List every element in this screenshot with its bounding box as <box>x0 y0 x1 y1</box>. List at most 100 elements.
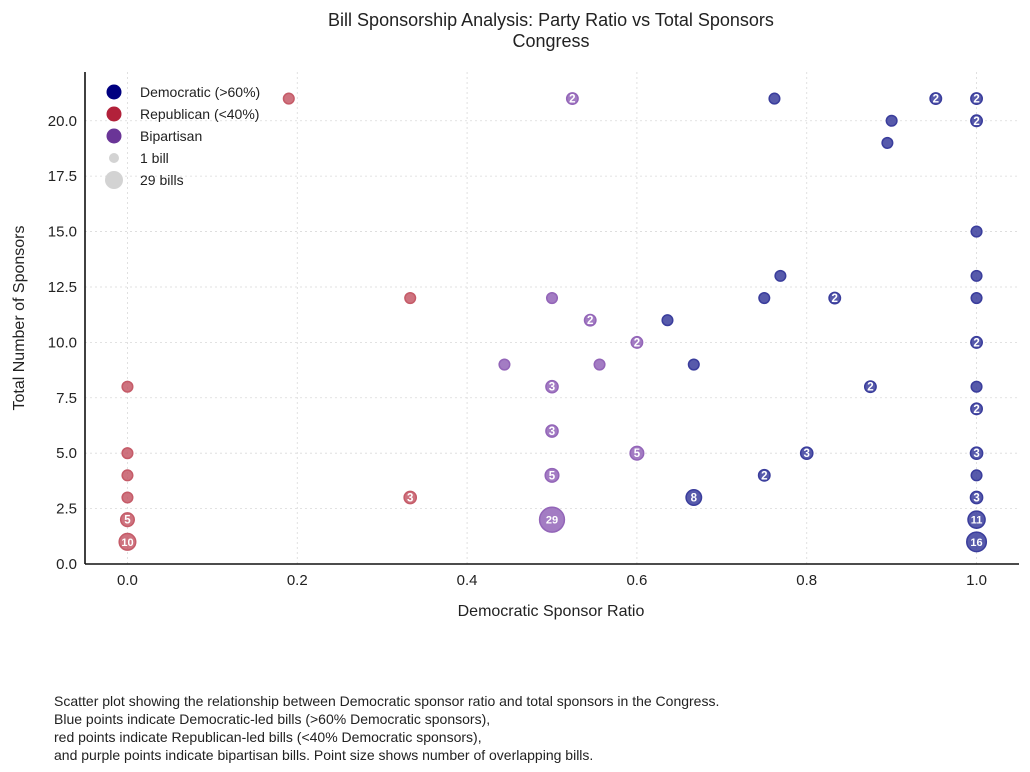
data-point-bip <box>583 313 597 327</box>
legend-marker <box>106 106 122 122</box>
data-point-count-label: 29 <box>546 515 558 527</box>
y-tick-label: 17.5 <box>48 168 77 185</box>
legend-marker <box>109 153 119 163</box>
data-point-rep <box>119 512 135 528</box>
data-point-dem <box>885 114 898 127</box>
data-point-dem <box>970 225 983 238</box>
data-point-count-label: 2 <box>867 382 873 394</box>
legend-marker <box>105 171 123 189</box>
data-points: 2 2 2 2 2 2 2 3 3 2 8 3 11 16 3 5 10 2 2 2 3 3 5 5 29 <box>118 92 988 553</box>
data-point-dem <box>970 402 983 416</box>
data-point-bip <box>545 379 559 394</box>
legend-label: Republican (<40%) <box>140 106 259 122</box>
x-tick-label: 0.6 <box>626 572 647 589</box>
x-tick-label: 0.8 <box>796 572 817 589</box>
data-point-dem <box>881 136 894 149</box>
caption-line: red points indicate Republican-led bills… <box>54 729 482 745</box>
data-point-bip <box>498 358 511 371</box>
data-point-count-label: 10 <box>121 537 133 549</box>
data-point-rep <box>118 532 137 551</box>
data-point-dem <box>757 468 771 482</box>
data-point-count-label: 3 <box>549 382 555 394</box>
data-point-dem <box>970 469 983 482</box>
data-point-count-label: 5 <box>634 448 641 460</box>
data-point-count-label: 3 <box>973 448 979 460</box>
data-point-dem <box>969 490 984 505</box>
data-point-dem <box>929 92 943 106</box>
x-axis-label: Democratic Sponsor Ratio <box>458 603 645 620</box>
y-tick-label: 7.5 <box>56 390 77 407</box>
data-point-count-label: 11 <box>971 515 983 527</box>
chart-title: Bill Sponsorship Analysis: Party Ratio v… <box>328 10 774 30</box>
data-point-dem <box>863 380 877 394</box>
data-point-count-label: 3 <box>407 493 413 505</box>
data-point-count-label: 2 <box>973 94 979 106</box>
x-tick-label: 0.2 <box>287 572 308 589</box>
data-point-rep <box>121 491 134 504</box>
data-point-rep <box>282 92 295 105</box>
data-point-count-label: 8 <box>691 493 698 505</box>
x-tick-label: 0.4 <box>457 572 478 589</box>
data-point-count-label: 2 <box>933 94 939 106</box>
legend-label: 29 bills <box>140 172 184 188</box>
data-point-dem <box>758 292 771 305</box>
data-point-count-label: 3 <box>973 493 979 505</box>
grid <box>85 72 1019 565</box>
caption-line: and purple points indicate bipartisan bi… <box>54 747 594 763</box>
data-point-dem <box>970 380 983 393</box>
data-point-bip <box>545 292 559 305</box>
y-tick-label: 15.0 <box>48 224 77 241</box>
y-tick-label: 10.0 <box>48 334 77 351</box>
data-point-dem <box>828 291 842 305</box>
y-tick-label: 12.5 <box>48 279 77 296</box>
data-point-count-label: 2 <box>832 293 838 305</box>
data-point-dem <box>970 92 983 106</box>
data-point-rep <box>121 380 134 393</box>
legend-label: Democratic (>60%) <box>140 84 260 100</box>
data-point-count-label: 2 <box>587 315 593 327</box>
data-point-rep <box>403 490 418 505</box>
data-point-bip <box>565 92 579 106</box>
chart-subtitle: Congress <box>512 31 589 51</box>
data-point-dem <box>685 489 703 506</box>
data-point-dem <box>687 358 700 371</box>
data-point-dem <box>768 92 781 105</box>
data-point-dem <box>799 446 814 461</box>
data-point-count-label: 2 <box>634 337 640 349</box>
caption-line: Blue points indicate Democratic-led bill… <box>54 711 491 727</box>
x-tick-label: 0.0 <box>117 572 138 589</box>
data-point-count-label: 5 <box>549 470 556 482</box>
data-point-count-label: 3 <box>804 448 810 460</box>
data-point-bip <box>545 424 559 438</box>
y-tick-label: 0.0 <box>56 556 77 573</box>
legend-label: Bipartisan <box>140 128 202 144</box>
scatter-chart: Bill Sponsorship Analysis: Party Ratio v… <box>11 10 1019 620</box>
data-point-dem <box>970 292 983 305</box>
y-tick-label: 20.0 <box>48 113 77 130</box>
caption: Scatter plot showing the relationship be… <box>54 692 994 764</box>
legend-marker <box>106 128 122 144</box>
data-point-bip <box>544 467 560 483</box>
legend: Democratic (>60%) Republican (<40%) Bipart… <box>105 84 260 189</box>
data-point-dem <box>970 114 983 128</box>
data-point-count-label: 5 <box>124 515 131 527</box>
data-point-dem <box>969 446 984 461</box>
axes: 0.0 0.2 0.4 0.6 0.8 1.0 0.0 2.5 5.0 7.5 10.0 12.5 15… <box>48 72 1019 589</box>
legend-marker <box>106 84 122 100</box>
data-point-bip <box>538 506 566 533</box>
data-point-count-label: 2 <box>973 404 979 416</box>
y-tick-label: 5.0 <box>56 445 77 462</box>
caption-line: Scatter plot showing the relationship be… <box>54 693 720 709</box>
data-point-rep <box>404 292 417 305</box>
data-point-bip <box>630 335 644 349</box>
data-point-dem <box>967 510 986 529</box>
data-point-rep <box>121 469 134 482</box>
data-point-count-label: 2 <box>973 337 979 349</box>
data-point-dem <box>966 531 988 553</box>
data-point-dem <box>970 335 983 349</box>
data-point-count-label: 16 <box>970 537 982 549</box>
legend-label: 1 bill <box>140 150 169 166</box>
data-point-count-label: 3 <box>549 426 555 438</box>
data-point-count-label: 2 <box>761 470 767 482</box>
data-point-count-label: 2 <box>569 94 575 106</box>
